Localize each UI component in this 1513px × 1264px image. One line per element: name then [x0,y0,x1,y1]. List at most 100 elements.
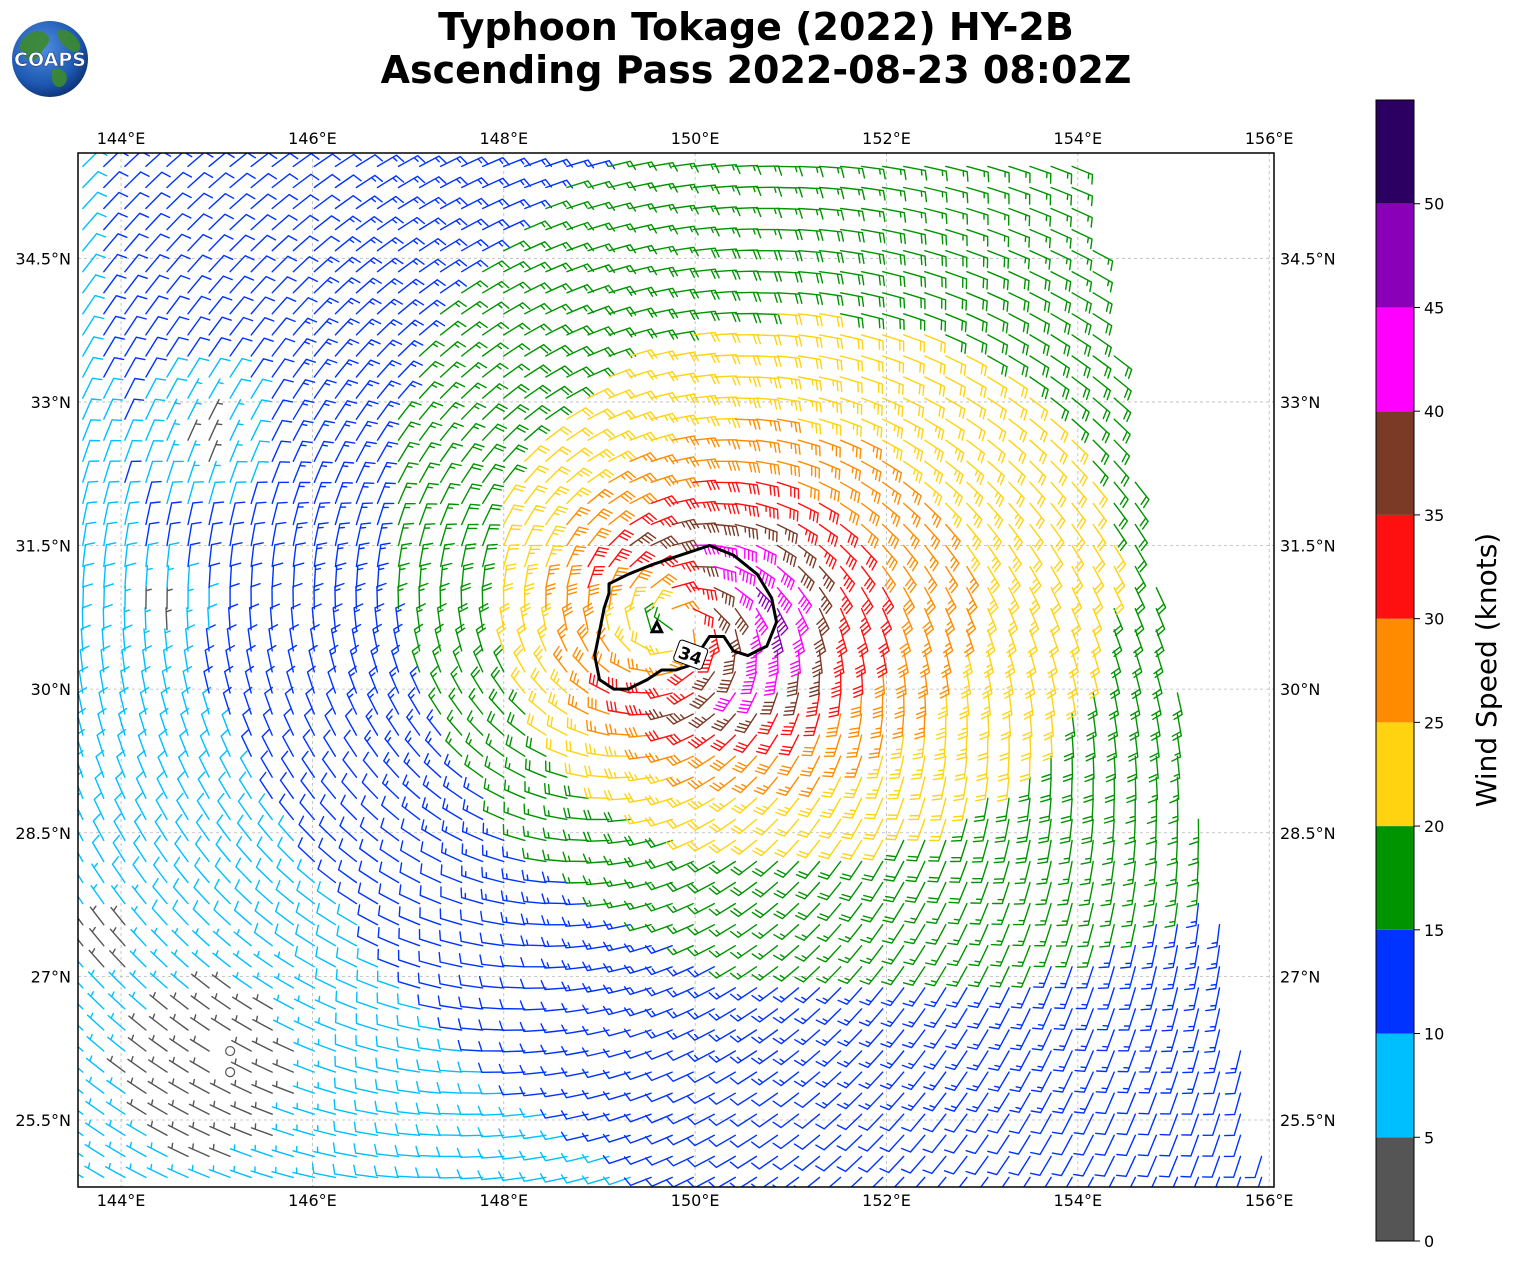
wind-barb [692,184,720,195]
wind-barb [644,837,673,848]
wind-barb [231,1036,252,1052]
wind-barb [945,334,967,354]
wind-barb [418,401,444,420]
wind-barb [145,336,168,357]
wind-barb [271,1102,294,1115]
wind-barb [912,734,926,760]
wind-barb [421,819,442,842]
wind-barb [229,562,242,589]
wind-barb [292,214,319,231]
wind-barb [587,527,612,547]
wind-barb [713,587,735,608]
wind-barb [882,544,898,571]
wind-barb [131,884,147,905]
wind-barb [379,839,400,863]
wind-barb [729,1092,758,1106]
wind-barb [166,378,188,399]
wind-barb [482,280,510,294]
wind-barb [397,542,413,568]
wind-barb [687,1155,715,1168]
wind-barb [838,945,863,964]
wind-barb [1034,924,1052,947]
wind-barb [966,228,989,247]
wind-barb [355,277,382,294]
wind-barb [666,1071,694,1082]
wind-barb [192,900,210,926]
wind-barb [864,797,884,820]
wind-barb [394,1123,421,1136]
wind-barb [419,885,442,905]
wind-barb [172,878,189,905]
wind-barb [292,194,320,210]
wind-barb [1092,376,1112,401]
wind-barb [731,797,758,814]
wind-barb [503,444,528,462]
wind-barb [902,966,926,986]
wind-barb [987,313,1009,334]
wind-barb [103,439,122,462]
colorbar-bin-2 [1376,929,1414,1034]
wind-barb [271,1145,294,1158]
wind-barb [858,1092,884,1110]
wind-barb [545,365,573,378]
wind-barb [903,334,926,353]
wind-barb [831,671,842,698]
wind-barb [418,523,436,547]
wind-barb [124,460,142,483]
lat-tick-label-right-6: 34.5°N [1280,249,1336,268]
wind-barb [880,1050,905,1069]
wind-barb [860,460,882,482]
wind-barb [498,1042,526,1053]
wind-barb [1116,1113,1136,1136]
wind-barb [415,1124,442,1136]
wind-barb [1181,1071,1200,1095]
wind-barb [482,543,498,568]
wind-barb [1050,250,1072,271]
wind-barb [524,524,545,547]
wind-barb [887,776,905,800]
wind-barb [1008,1113,1031,1134]
wind-barb [376,582,387,610]
wind-barb [250,440,270,462]
wind-barb [540,1087,568,1098]
wind-barb [503,281,531,294]
wind-barb [423,753,442,778]
wind-barb [1073,1134,1094,1156]
wind-barb [776,460,801,477]
wind-barb [292,338,317,357]
wind-barb [837,987,863,1005]
wind-barb [320,772,337,799]
colorbar-tick-label-2: 10 [1424,1025,1444,1044]
wind-barb [524,563,539,589]
wind-barb [924,565,938,594]
wind-barb [884,839,905,861]
wind-barb [840,839,863,860]
wind-barb [545,406,573,420]
wind-barb [192,928,210,947]
wind-barb [882,334,905,352]
wind-barb [457,1018,484,1031]
wind-barb [1030,1092,1052,1114]
wind-barb [751,1071,779,1086]
wind-barb [208,316,232,336]
wind-barb [439,422,464,441]
wind-barb [292,461,312,483]
wind-barb [335,1012,358,1031]
wind-barb [456,1126,484,1137]
wind-barb [904,902,926,924]
wind-barb [503,464,528,483]
wind-barb [420,841,442,863]
wind-barb [293,1059,315,1073]
wind-barb [1121,902,1136,928]
wind-barb [376,421,400,441]
wind-barb [776,523,798,545]
wind-barb [850,692,863,719]
wind-barb [566,447,593,462]
wind-barb [1223,1155,1242,1178]
wind-barb [881,924,905,944]
wind-barb [1236,1176,1242,1187]
wind-barb [129,948,147,968]
wind-barb [503,779,526,799]
lon-tick-label-top-3: 150°E [671,129,720,148]
wind-barb [1029,292,1051,313]
